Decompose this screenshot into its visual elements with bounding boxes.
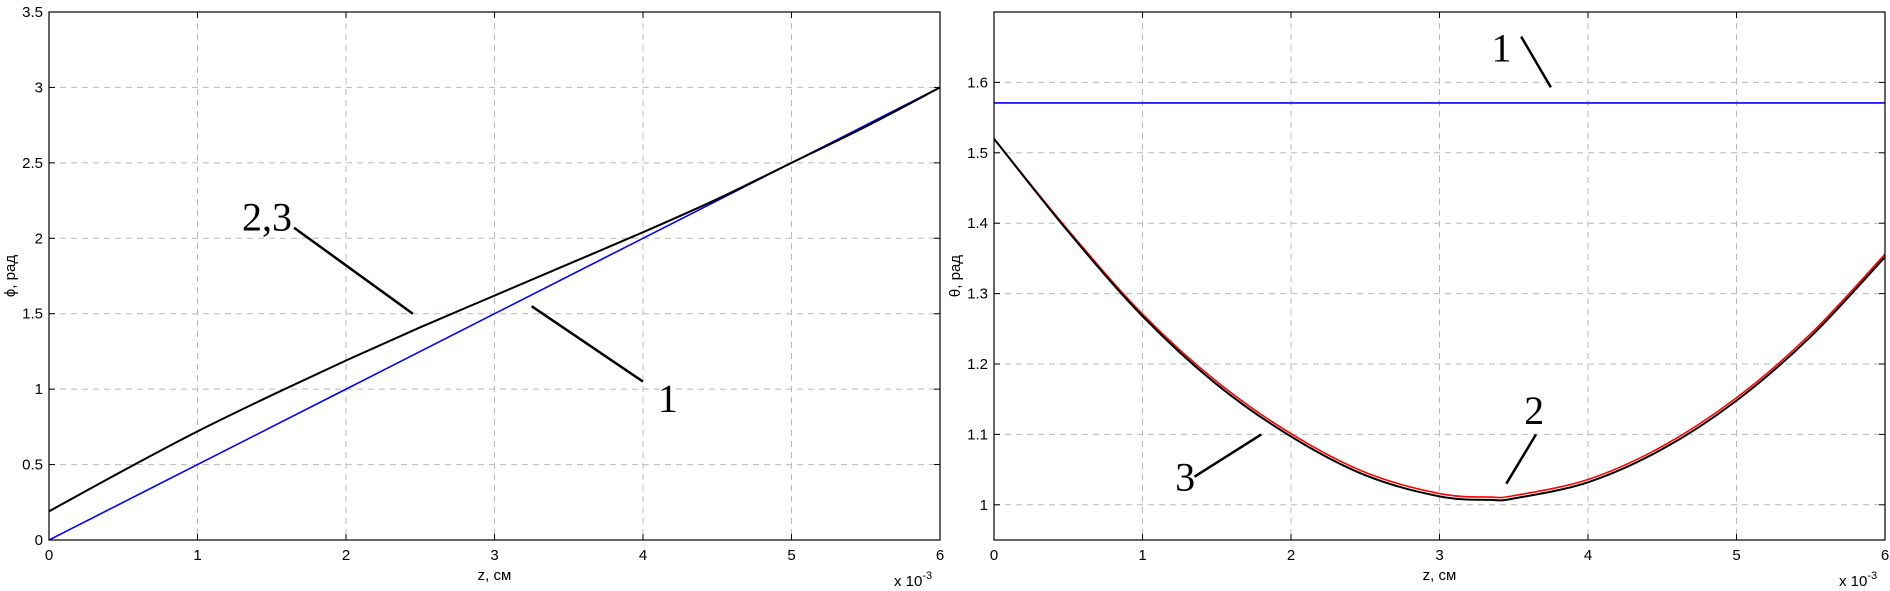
annotation-leader-line [293, 226, 414, 315]
x-tick-label: 2 [342, 547, 350, 564]
y-axis-label: θ, рад [947, 255, 964, 297]
y-tick-label: 2 [35, 230, 43, 247]
x-tick-label: 2 [1287, 547, 1295, 564]
annotation-leader-line [530, 305, 644, 383]
x-tick-label: 3 [490, 547, 498, 564]
x-tick-label: 0 [45, 547, 53, 564]
theta-chart: 0 1 2 3 4 5 6 1 1.1 1.2 1.3 1.4 1.5 1.6 z, см θ, рад x 1… [947, 11, 1889, 590]
x-tick-label: 6 [1881, 547, 1889, 564]
x-exponent-label: x 10-3 [894, 570, 932, 590]
y-tick-label: 1.4 [967, 215, 988, 232]
y-tick-label: 1.5 [22, 306, 43, 323]
annotation-leader-line [1505, 433, 1538, 485]
curve-label: 2,3 [242, 195, 292, 240]
x-axis-label: z, см [478, 567, 512, 584]
annotation-leader-line [1193, 433, 1262, 478]
curve-label: 1 [1491, 25, 1511, 70]
x-exponent-power: -3 [922, 570, 932, 582]
axes-frame [48, 11, 941, 541]
x-tick-label: 5 [1732, 547, 1740, 564]
y-tick-label: 1 [35, 381, 43, 398]
y-tick-label: 1.5 [967, 145, 988, 162]
x-tick-label: 4 [639, 547, 647, 564]
series-group [49, 86, 940, 540]
y-tick-label: 1.1 [967, 426, 988, 443]
series-line-3 [994, 137, 1885, 502]
phi-chart: 0 1 2 3 4 5 6 0 0.5 1 1.5 2 2.5 3 3.5 z, см ϕ, рад x 10-3… [2, 4, 944, 590]
y-tick-label: 3 [35, 79, 43, 96]
x-exponent-label: x 10-3 [1839, 570, 1877, 590]
curve-label: 3 [1175, 455, 1195, 500]
y-tick-label: 1.3 [967, 286, 988, 303]
x-axis-label: z, см [1423, 567, 1457, 584]
x-exponent-base: x 10 [894, 573, 922, 590]
series-line-3 [49, 86, 940, 513]
x-exponent-power: -3 [1867, 570, 1877, 582]
x-tick-label: 0 [990, 547, 998, 564]
y-tick-label: 1.2 [967, 356, 988, 373]
axes-frame [993, 11, 1886, 541]
x-exponent-base: x 10 [1839, 573, 1867, 590]
x-tick-label: 3 [1435, 547, 1443, 564]
x-tick-label: 1 [193, 547, 201, 564]
y-tick-label: 0.5 [22, 457, 43, 474]
series-group [994, 102, 1885, 502]
series-line-2 [994, 137, 1885, 499]
x-tick-label: 6 [936, 547, 944, 564]
y-tick-label: 1.6 [967, 74, 988, 91]
x-tick-label: 5 [787, 547, 795, 564]
curve-label: 1 [658, 376, 678, 421]
y-tick-label: 1 [980, 497, 988, 514]
y-tick-label: 0 [35, 532, 43, 549]
curve-label: 2 [1524, 388, 1544, 433]
y-tick-label: 2.5 [22, 155, 43, 172]
annotation-leader-line [1520, 36, 1552, 88]
y-axis-label: ϕ, рад [2, 255, 19, 297]
x-tick-label: 4 [1584, 547, 1592, 564]
y-tick-label: 3.5 [22, 4, 43, 21]
x-tick-label: 1 [1138, 547, 1146, 564]
